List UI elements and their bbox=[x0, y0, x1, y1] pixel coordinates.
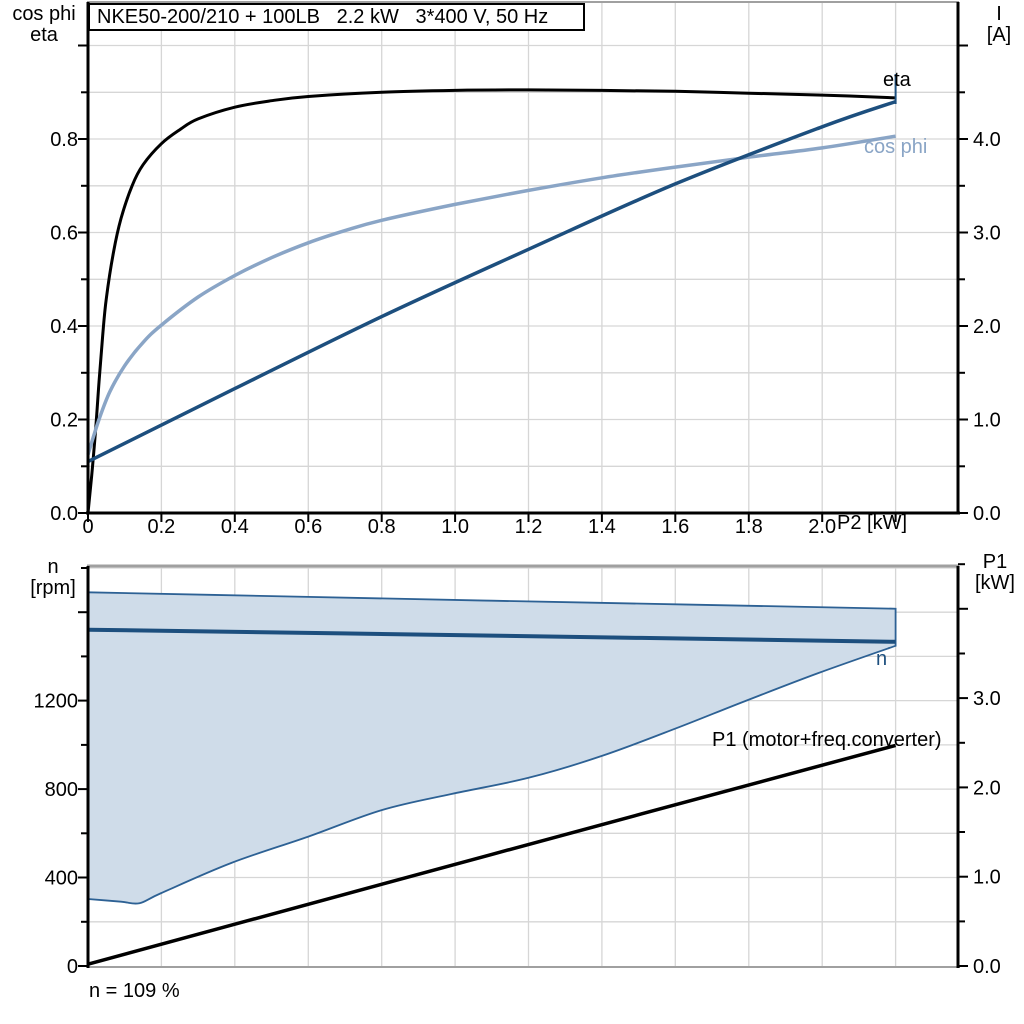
top-chart-gridlines bbox=[88, 2, 958, 513]
svg-text:0.6: 0.6 bbox=[294, 516, 322, 538]
curve-n bbox=[87, 627, 896, 644]
svg-text:3.0: 3.0 bbox=[973, 223, 1001, 245]
top-right-axis-title: I [A] bbox=[976, 4, 1022, 46]
top-chart-ticks: 0.0 0.2 0.4 0.6 0.8 0.0 1.0 2.0 3.0 4.0 0 0.2 0.4 0.6… bbox=[50, 44, 1001, 538]
svg-text:1.8: 1.8 bbox=[735, 516, 763, 538]
svg-text:1.0: 1.0 bbox=[441, 516, 469, 538]
svg-text:2.0: 2.0 bbox=[808, 516, 836, 538]
svg-text:400: 400 bbox=[45, 868, 78, 890]
svg-text:4.0: 4.0 bbox=[973, 129, 1001, 151]
chart-title-box: NKE50-200/210 + 100LB 2.2 kW 3*400 V, 50… bbox=[88, 3, 585, 31]
x-axis-label: P2 [kW] bbox=[837, 512, 908, 534]
bottom-right-axis-title: P1 [kW] bbox=[968, 552, 1022, 594]
svg-text:0.2: 0.2 bbox=[147, 516, 175, 538]
bottom-left-axis-title: n [rpm] bbox=[22, 557, 84, 599]
svg-text:0.6: 0.6 bbox=[50, 223, 78, 245]
curve-p1 bbox=[87, 743, 897, 966]
p1-axis-label: P1 bbox=[982, 551, 1008, 573]
svg-text:0.2: 0.2 bbox=[50, 410, 78, 432]
svg-text:1.0: 1.0 bbox=[973, 867, 1001, 889]
svg-text:0: 0 bbox=[67, 956, 78, 978]
svg-text:1.6: 1.6 bbox=[661, 516, 689, 538]
speed-axis-label: n bbox=[47, 556, 59, 578]
curve-cosphi bbox=[86, 134, 896, 456]
svg-text:1.4: 1.4 bbox=[588, 516, 616, 538]
top-left-axis-title: cos phi eta bbox=[10, 4, 78, 46]
svg-text:0.0: 0.0 bbox=[50, 503, 78, 525]
p1-curve-label: P1 (motor+freq.converter) bbox=[712, 729, 942, 751]
speed-band bbox=[87, 591, 897, 905]
eta-curve-label: eta bbox=[883, 69, 911, 91]
cosphi-curve-label: cos phi bbox=[864, 136, 928, 158]
eta-axis-label: eta bbox=[30, 24, 58, 46]
svg-text:0.4: 0.4 bbox=[50, 316, 78, 338]
speed-band-border bbox=[87, 591, 897, 905]
top-chart-frame bbox=[86, 1, 960, 515]
svg-text:2.0: 2.0 bbox=[973, 777, 1001, 799]
svg-text:0.0: 0.0 bbox=[973, 956, 1001, 978]
svg-text:800: 800 bbox=[45, 779, 78, 801]
speed-percentage-note: n = 109 % bbox=[89, 980, 180, 1002]
svg-text:1.2: 1.2 bbox=[515, 516, 543, 538]
bottom-chart-frame bbox=[86, 564, 960, 968]
current-axis-label: I bbox=[996, 3, 1002, 25]
svg-text:1.0: 1.0 bbox=[973, 410, 1001, 432]
svg-text:0.4: 0.4 bbox=[221, 516, 249, 538]
ampere-unit-label: [A] bbox=[986, 24, 1012, 46]
svg-text:1200: 1200 bbox=[34, 691, 79, 713]
rpm-unit-label: [rpm] bbox=[30, 577, 76, 599]
cosphi-axis-label: cos phi bbox=[12, 3, 76, 25]
svg-text:3.0: 3.0 bbox=[973, 688, 1001, 710]
svg-text:2.0: 2.0 bbox=[973, 316, 1001, 338]
curve-current bbox=[87, 99, 897, 464]
svg-text:0.8: 0.8 bbox=[368, 516, 396, 538]
bottom-chart-ticks: 0 400 800 1200 0.0 1.0 2.0 3.0 bbox=[34, 563, 1001, 978]
svg-text:0.0: 0.0 bbox=[973, 503, 1001, 525]
kw-unit-label: [kW] bbox=[975, 572, 1015, 594]
svg-text:0.8: 0.8 bbox=[50, 129, 78, 151]
svg-text:0: 0 bbox=[82, 516, 93, 538]
n-curve-label: n bbox=[876, 648, 888, 670]
curve-eta bbox=[86, 88, 896, 514]
